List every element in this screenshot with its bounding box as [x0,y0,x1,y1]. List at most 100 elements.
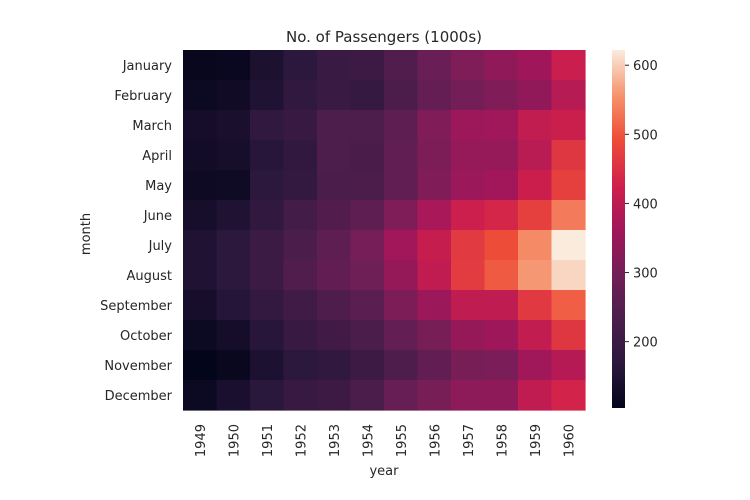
heatmap-cell [518,350,553,381]
heatmap-cell [384,290,419,321]
heatmap-cell [518,230,553,261]
heatmap-cell [250,350,285,381]
heatmap-cell [518,170,553,201]
heatmap-cell [350,350,385,381]
heatmap-cell [216,290,251,321]
heatmap-cell [551,290,586,321]
heatmap-cell [283,350,318,381]
heatmap-cell [216,230,251,261]
heatmap-cell [216,200,251,231]
y-tick-label: July [148,239,173,254]
heatmap-cell [317,380,352,411]
heatmap-cell [518,380,553,411]
heatmap-cell [250,200,285,231]
heatmap-cell [283,200,318,231]
y-tick-label: February [114,89,172,104]
heatmap-cell [350,380,385,411]
heatmap-cell [250,110,285,141]
x-tick-label: 1949 [194,424,209,457]
heatmap-cell [384,170,419,201]
colorbar-tick-label: 200 [633,336,658,351]
heatmap-cell [518,110,553,141]
heatmap-cell [317,260,352,291]
x-tick-label: 1959 [529,424,544,457]
heatmap-cell [350,110,385,141]
heatmap-cell [417,200,452,231]
heatmap-cell [417,80,452,111]
heatmap-cell [484,110,519,141]
heatmap-cell [451,260,486,291]
heatmap-cell [350,260,385,291]
heatmap-cell [350,170,385,201]
heatmap-cell [250,140,285,171]
heatmap-cell [350,290,385,321]
x-tick-label: 1951 [261,424,276,457]
heatmap-cell [518,80,553,111]
heatmap-cell [551,50,586,81]
heatmap-cell [250,80,285,111]
heatmap-cell [183,110,218,141]
heatmap-cell [484,170,519,201]
heatmap-cell [384,50,419,81]
heatmap-cell [551,230,586,261]
heatmap-cell [451,320,486,351]
x-tick-label: 1952 [294,424,309,457]
heatmap-cell [384,380,419,411]
heatmap-cell [451,290,486,321]
heatmap-cell [484,380,519,411]
heatmap-cell [518,290,553,321]
heatmap-cell [350,320,385,351]
heatmap-cell [183,380,218,411]
y-tick-label: April [142,149,172,164]
heatmap-cell [451,50,486,81]
heatmap-cell [283,260,318,291]
heatmap-cell [250,380,285,411]
heatmap-cell [350,230,385,261]
colorbar [612,50,625,408]
colorbar-ticks: 200 300 400 500 600 [625,59,658,351]
heatmap-cell [417,140,452,171]
heatmap-cell [551,80,586,111]
colorbar-tick-label: 400 [633,197,658,212]
heatmap-cell [384,320,419,351]
heatmap-cell [417,290,452,321]
heatmap-cell [250,260,285,291]
heatmap-cell [250,230,285,261]
heatmap-cell [317,320,352,351]
heatmap-cell [283,50,318,81]
x-tick-label: 1955 [395,424,410,457]
heatmap-cell [417,110,452,141]
heatmap-cell [551,320,586,351]
heatmap-cell [551,200,586,231]
y-tick-label: September [100,299,173,314]
heatmap-cell [183,140,218,171]
heatmap-cell [518,200,553,231]
colorbar-tick-label: 300 [633,267,658,282]
chart-title: No. of Passengers (1000s) [286,28,482,46]
heatmap-cell [216,140,251,171]
heatmap-cell [417,170,452,201]
heatmap-cell [216,170,251,201]
heatmap-cell [350,200,385,231]
x-tick-label: 1950 [227,424,242,457]
colorbar-tick-label: 500 [633,128,658,143]
heatmap-cell [484,230,519,261]
x-tick-label: 1954 [361,424,376,457]
heatmap-cell [183,290,218,321]
y-tick-labels: January February March April May June July Augu… [100,59,173,404]
heatmap-cell [317,140,352,171]
x-tick-label: 1956 [428,424,443,457]
heatmap-cell [183,350,218,381]
colorbar-tick-label: 600 [633,59,658,74]
heatmap-cell [183,260,218,291]
x-tick-label: 1960 [562,424,577,457]
heatmap-cell [451,230,486,261]
heatmap-cell [317,230,352,261]
y-tick-label: October [120,329,173,344]
heatmap-cell [417,350,452,381]
y-tick-label: January [122,59,173,74]
heatmap-cell [451,380,486,411]
y-tick-label: March [132,119,172,134]
heatmap-cell [250,290,285,321]
heatmap-cell [350,80,385,111]
